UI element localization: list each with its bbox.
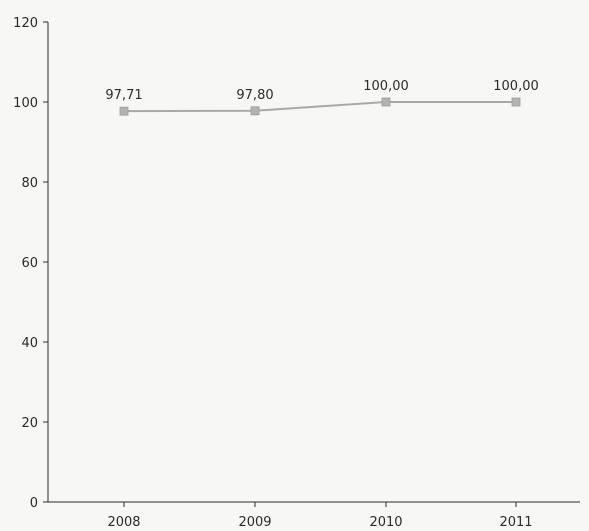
x-axis-ticks: 2008 2009 2010 2011 <box>107 502 533 530</box>
x-tick-label: 2009 <box>238 515 271 530</box>
data-label: 97,71 <box>105 88 142 103</box>
series-line <box>123 101 516 113</box>
data-label: 97,80 <box>236 88 273 103</box>
x-tick-label: 2008 <box>107 515 140 530</box>
series-group: 97,71 97,80 100,00 100,00 <box>105 79 539 116</box>
y-tick-label: 20 <box>21 416 38 431</box>
y-tick-label: 60 <box>21 256 38 271</box>
data-point-marker <box>250 106 260 116</box>
data-point-marker <box>119 106 129 116</box>
data-point-marker <box>511 97 521 107</box>
data-label: 100,00 <box>363 79 409 94</box>
data-label: 100,00 <box>493 79 539 94</box>
x-tick-label: 2011 <box>499 515 532 530</box>
y-tick-label: 0 <box>30 496 38 511</box>
y-tick-label: 80 <box>21 176 38 191</box>
y-tick-label: 40 <box>21 336 38 351</box>
y-tick-label: 100 <box>13 96 38 111</box>
y-tick-label: 120 <box>13 16 38 31</box>
data-point-marker <box>381 97 391 107</box>
y-axis-ticks: 0 20 40 60 80 100 120 <box>13 16 48 511</box>
x-tick-label: 2010 <box>369 515 402 530</box>
